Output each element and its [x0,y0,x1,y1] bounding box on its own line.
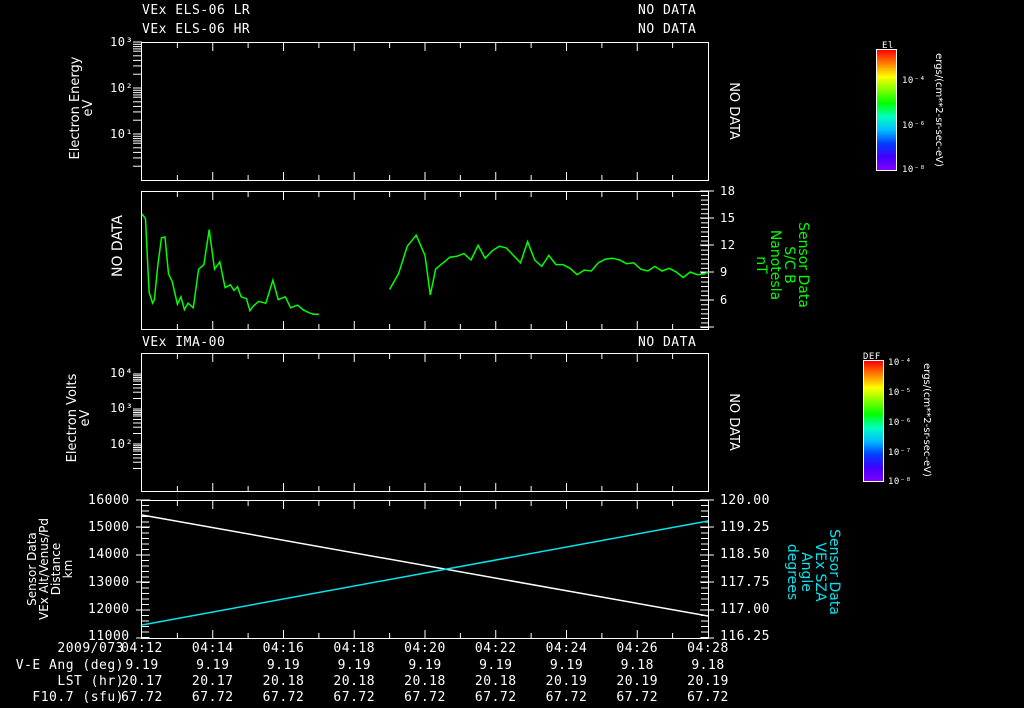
ima-ytick-10000: 10⁴ [110,366,134,380]
mag-ytick-12: 12 [720,238,736,252]
orbit-y2tick-116-25: 116.25 [720,629,770,644]
footer-ve-ang-cell: 9.19 [196,658,230,673]
footer-ve-ang-cell: 9.19 [266,658,301,673]
ima-colorbar-title: DEF [863,352,881,362]
lst-label: LST (hr) [57,674,124,689]
footer-lst-cell: 20.17 [121,674,163,689]
orbit-y2tick-117-75: 117.75 [720,575,770,590]
mag-ytick-6: 6 [720,293,728,307]
els-colorbar-tick-3: 10⁻⁸ [902,165,926,175]
footer-f107-cell: 67.72 [333,690,376,705]
footer-f107-cell: 67.72 [404,690,446,705]
footer-f107-cell: 67.72 [474,690,517,705]
els-colorbar [876,49,897,171]
footer-lst-cell: 20.19 [545,674,588,689]
footer-f107-cell: 67.72 [687,690,729,705]
footer-ve-ang-cell: 9.19 [125,658,159,673]
footer-times-cell: 04:12 [121,641,163,656]
mag-ytick-9: 9 [720,265,728,279]
f107-label: F10.7 (sfu) [32,690,124,705]
footer-f107-cell: 67.72 [121,690,163,705]
footer-f107-cell: 67.72 [616,690,659,705]
els-hr-status: NO DATA [638,22,697,37]
els-lr-status: NO DATA [638,3,697,18]
time-ticks [133,41,714,639]
els-ytick-10: 10¹ [110,127,134,141]
sza-trace [141,520,709,626]
ima-ytick-1000: 10³ [110,401,134,415]
els-colorbar-tick-1: 10⁻⁴ [902,76,926,86]
footer-lst-cell: 20.18 [474,674,517,689]
footer-ve-ang-cell: 9.18 [691,658,725,673]
ima-colorbar-tick-1: 10⁻⁴ [888,358,912,368]
orbit-ytick-11000: 11000 [88,629,130,644]
ima-colorbar-tick-4: 10⁻⁷ [888,448,912,458]
date-label: 2009/073 [57,641,124,656]
footer-lst-cell: 20.19 [616,674,659,689]
footer-ve-ang-cell: 9.19 [337,658,371,673]
ima-colorbar [863,360,884,482]
ima-status: NO DATA [638,335,697,350]
footer-times-cell: 04:26 [616,641,659,656]
footer-times-cell: 04:24 [545,641,588,656]
footer-times-cell: 04:28 [687,641,729,656]
els-ytick-1000: 10³ [110,35,134,49]
footer-times-cell: 04:14 [191,641,234,656]
orbit-y2tick-118-50: 118.50 [720,547,770,562]
footer-ve-ang-cell: 9.19 [479,658,513,673]
footer-ve-ang-cell: 9.19 [549,658,584,673]
els-ytick-100: 10² [110,81,134,95]
els-lr-title: VEx ELS-06 LR [142,3,251,18]
mag-b-trace-segment [388,233,709,296]
orbit-y2tick-120: 120.00 [720,493,770,508]
ima-ytick-100: 10² [110,437,134,451]
ima-title: VEx IMA-00 [142,335,226,350]
orbit-y2tick-117: 117.00 [720,602,770,617]
els-hr-title: VEx ELS-06 HR [142,22,251,37]
mag-ytick-15: 15 [720,211,736,225]
ima-colorbar-tick-2: 10⁻⁵ [888,388,912,398]
footer-ve-ang-cell: 9.19 [408,658,442,673]
footer-lst-cell: 20.17 [191,674,234,689]
footer-times-cell: 04:22 [474,641,517,656]
mag-b-trace-segment [141,213,319,316]
footer-f107-cell: 67.72 [191,690,234,705]
footer-times-cell: 04:20 [404,641,446,656]
els-colorbar-title: El [882,41,894,51]
orbit-ytick-13000: 13000 [88,575,130,590]
footer-lst-cell: 20.19 [687,674,729,689]
footer-lst-cell: 20.18 [333,674,376,689]
footer-ve-ang-cell: 9.18 [620,658,654,673]
orbit-ytick-15000: 15000 [88,520,130,535]
footer-lst-cell: 20.18 [404,674,446,689]
ima-colorbar-tick-5: 10⁻⁸ [888,477,912,487]
mag-ytick-18: 18 [720,184,736,198]
footer-times-cell: 04:16 [262,641,305,656]
orbit-ytick-12000: 12000 [88,602,130,617]
altitude-trace [141,514,709,617]
els-colorbar-tick-2: 10⁻⁶ [902,121,926,131]
footer-times-cell: 04:18 [333,641,376,656]
orbit-y2tick-119-25: 119.25 [720,520,770,535]
ve-ang-label: V-E Ang (deg) [15,658,124,673]
ima-colorbar-tick-3: 10⁻⁶ [888,418,912,428]
footer-f107-cell: 67.72 [545,690,588,705]
footer-f107-cell: 67.72 [262,690,305,705]
orbit-ytick-14000: 14000 [88,547,130,562]
footer-lst-cell: 20.18 [262,674,305,689]
orbit-ytick-16000: 16000 [88,493,130,508]
